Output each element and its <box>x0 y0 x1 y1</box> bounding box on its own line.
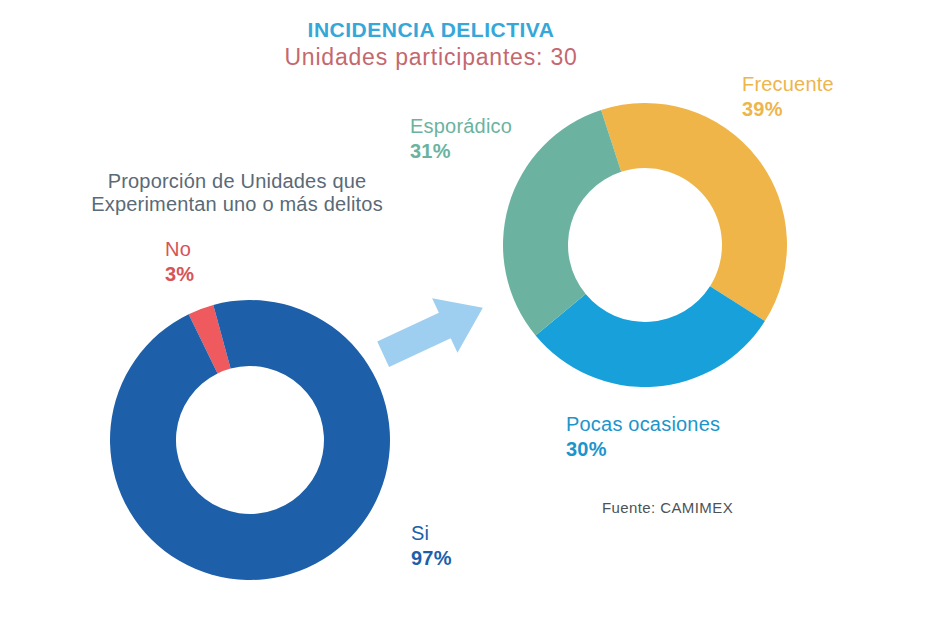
label-si-value: 97% <box>411 546 452 571</box>
donut-slice-frecuente <box>601 103 787 321</box>
label-si: Si 97% <box>411 521 452 571</box>
infographic: INCIDENCIA DELICTIVA Unidades participan… <box>0 0 952 620</box>
label-pocas-ocasiones-value: 30% <box>566 437 720 462</box>
label-pocas-ocasiones: Pocas ocasiones 30% <box>566 412 720 462</box>
donut-slice-si <box>110 300 390 580</box>
label-no-value: 3% <box>165 262 194 287</box>
donut-slice-esporadico <box>503 110 621 336</box>
label-frecuente: Frecuente 39% <box>742 72 834 122</box>
label-pocas-ocasiones-name: Pocas ocasiones <box>566 412 720 437</box>
source-note: Fuente: CAMIMEX <box>602 499 733 516</box>
label-si-name: Si <box>411 521 452 546</box>
label-no-name: No <box>165 237 194 262</box>
label-frecuente-value: 39% <box>742 97 834 122</box>
flow-arrow-icon <box>370 281 495 382</box>
label-no: No 3% <box>165 237 194 287</box>
label-frecuente-name: Frecuente <box>742 72 834 97</box>
label-esporadico-name: Esporádico <box>410 114 512 139</box>
label-esporadico: Esporádico 31% <box>410 114 512 164</box>
label-esporadico-value: 31% <box>410 139 512 164</box>
